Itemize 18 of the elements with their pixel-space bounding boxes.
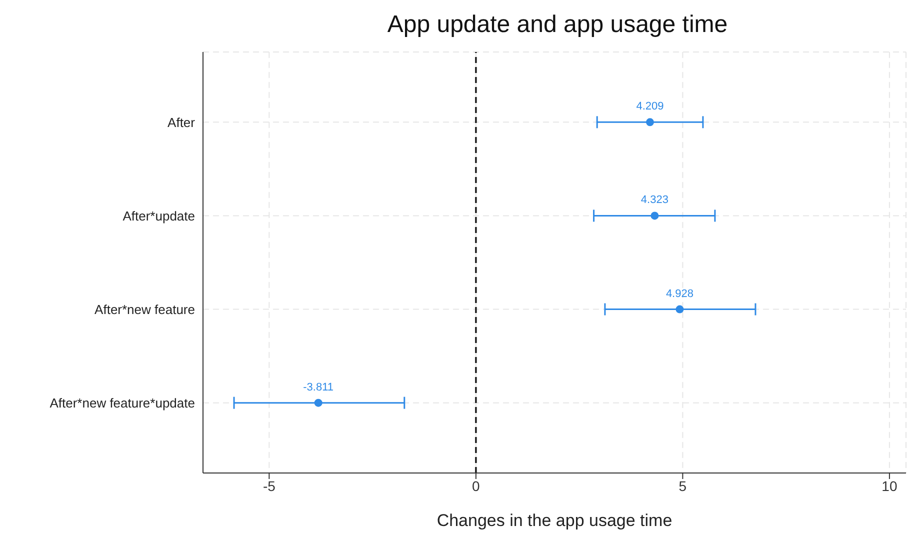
data-label: 4.323 [640, 194, 668, 206]
point [646, 118, 654, 126]
data-label: -3.811 [303, 381, 334, 394]
y-tick-label: After [168, 114, 196, 130]
y-tick-label: After*new feature*update [50, 395, 195, 410]
x-axis-title: Changes in the app usage time [436, 511, 672, 530]
data-label: 4.209 [636, 100, 664, 113]
x-tick-label: 5 [678, 478, 687, 494]
data-label: 4.928 [666, 288, 694, 300]
point [676, 305, 684, 314]
x-tick-label: 10 [882, 478, 898, 494]
point [314, 398, 322, 407]
y-tick-label: After*update [122, 208, 195, 224]
x-tick-label: 0 [472, 478, 480, 494]
x-tick-label: -5 [262, 478, 276, 494]
chart-title: App update and app usage time [386, 10, 729, 40]
point [650, 212, 659, 220]
y-tick-label: After*new feature [94, 302, 195, 317]
